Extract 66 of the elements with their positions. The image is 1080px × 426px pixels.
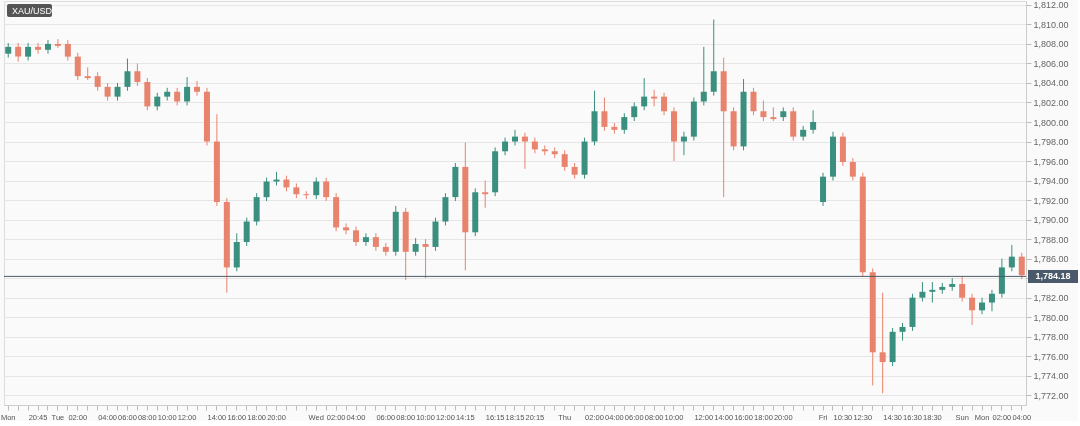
y-tick-label: 1,774.00: [1033, 371, 1069, 382]
y-tick-label: 1,790.00: [1033, 215, 1069, 226]
y-tick-label: 1,808.00: [1033, 39, 1069, 50]
candlestick: [879, 292, 886, 394]
candlestick: [988, 289, 995, 312]
candlestick: [64, 39, 71, 62]
text: XAU/USD: [12, 5, 53, 16]
y-tick-label: 1,792.00: [1033, 195, 1069, 206]
candlestick: [44, 39, 51, 55]
candlestick: [810, 109, 817, 135]
candlestick: [710, 19, 717, 97]
y-tick-label: 1,778.00: [1033, 332, 1069, 343]
candlestick: [969, 293, 976, 326]
candlestick: [134, 62, 141, 87]
y-tick-label: 1,810.00: [1033, 19, 1069, 30]
candlestick: [651, 89, 658, 107]
y-tick-label: 1,800.00: [1033, 117, 1069, 128]
candlestick: [323, 177, 330, 202]
candlestick: [760, 100, 767, 122]
candlestick: [561, 149, 568, 172]
candlestick: [512, 129, 518, 146]
candlestick: [482, 180, 489, 209]
y-tick-label: 1,798.00: [1033, 137, 1069, 148]
y-tick-label: 1,786.00: [1033, 254, 1069, 265]
candlestick: [35, 42, 42, 55]
y-tick-label: 1,776.00: [1033, 351, 1069, 362]
candlestick: [124, 58, 131, 92]
candlestick: [54, 38, 61, 49]
candlestick: [94, 71, 101, 92]
candlestick: [1008, 244, 1015, 272]
candlestick: [919, 281, 926, 303]
candlestick: [194, 80, 201, 97]
y-tick-label: 1,806.00: [1033, 58, 1069, 69]
y-tick-label: 1,796.00: [1033, 156, 1069, 167]
candlestick: [929, 281, 936, 304]
y-tick-label: 1,802.00: [1033, 97, 1069, 108]
candlestick: [641, 77, 648, 111]
candlestick: [74, 52, 81, 81]
candlestick: [680, 131, 687, 156]
candlestick: [243, 217, 250, 247]
candlestick: [1018, 252, 1025, 280]
candlestick: [621, 112, 628, 135]
candlestick: [263, 177, 270, 202]
y-tick-label: 1,772.00: [1033, 390, 1069, 401]
ref-line-label: 1,784.18: [1035, 271, 1071, 282]
candlestick: [631, 101, 638, 122]
candlestick: [750, 87, 757, 116]
candlestick: [15, 42, 22, 62]
candlestick: [313, 177, 320, 200]
candlestick: [184, 76, 191, 106]
y-tick-label: 1,788.00: [1033, 234, 1069, 245]
y-tick-label: 1,812.00: [1033, 0, 1069, 11]
y-tick-label: 1,804.00: [1033, 78, 1069, 89]
y-tick-label: 1,782.00: [1033, 293, 1069, 304]
candlestick: [521, 132, 528, 170]
candlestick: [362, 232, 369, 247]
y-tick-label: 1,794.00: [1033, 176, 1069, 187]
candlestick: [601, 97, 608, 132]
y-tick-label: 1,780.00: [1033, 312, 1069, 323]
candlestick: [422, 238, 429, 279]
candlestick: [959, 275, 966, 303]
candlestick: [849, 157, 856, 182]
candlestick: [343, 222, 350, 235]
candlestick: [353, 225, 360, 247]
candlestick: [661, 92, 668, 116]
candlestick: [700, 46, 707, 106]
